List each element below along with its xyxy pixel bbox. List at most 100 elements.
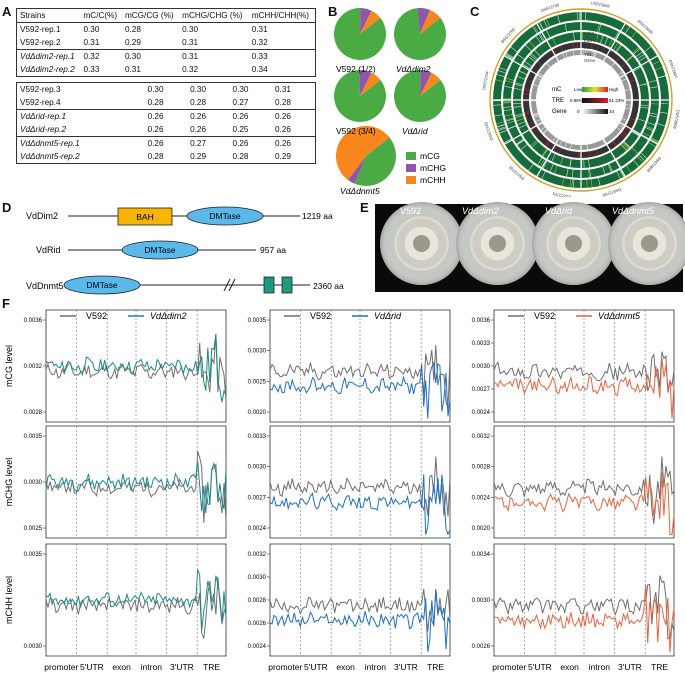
legend-label-mchh: mCHH bbox=[420, 175, 446, 185]
circos-tick bbox=[505, 54, 513, 60]
circos-tick bbox=[602, 139, 606, 144]
table-row: VdΔrid-rep.1 0.26 0.26 0.26 0.26 bbox=[16, 109, 316, 123]
circos-tick bbox=[626, 55, 633, 62]
protein-length-rid: 957 aa bbox=[260, 245, 286, 255]
circos-tick bbox=[551, 154, 556, 162]
circos-tick bbox=[621, 62, 627, 68]
circos-tick bbox=[598, 24, 601, 33]
y-tick-label: 0.0030 bbox=[24, 644, 43, 650]
circos-tick bbox=[496, 121, 505, 125]
circos-tick bbox=[539, 22, 544, 30]
x-tick-label: intron bbox=[141, 662, 163, 672]
circos-tick bbox=[543, 20, 548, 28]
circos-tick bbox=[608, 39, 613, 47]
circos-tick bbox=[640, 152, 648, 159]
circos-gene-min: 0 bbox=[577, 109, 580, 114]
mutant-line bbox=[269, 474, 451, 536]
circos-tick bbox=[534, 115, 539, 118]
circos-tick bbox=[639, 56, 647, 62]
circos-tick bbox=[648, 80, 657, 83]
x-tick-label: TRE bbox=[651, 662, 668, 672]
domain-diagram: VdDim2 BAH DMTase 1219 aa VdRid DMTase 9… bbox=[26, 206, 344, 295]
circos-tick bbox=[506, 120, 515, 124]
circos-tick bbox=[528, 121, 534, 125]
y-tick-label: 0.0035 bbox=[24, 552, 43, 558]
circos-tick bbox=[598, 178, 601, 186]
x-tick-label: promoter bbox=[492, 662, 526, 672]
circos-tick bbox=[533, 112, 538, 115]
circos-tick bbox=[596, 24, 600, 32]
legend-wt: V592 bbox=[310, 311, 331, 321]
circos-tick bbox=[633, 48, 641, 55]
circos-tick bbox=[588, 159, 590, 168]
x-tick-label: exon bbox=[560, 662, 579, 672]
circos-legend-gene: Gene bbox=[552, 109, 567, 115]
circos-tick bbox=[524, 112, 531, 115]
circos-scale-low: Low bbox=[574, 87, 583, 92]
circos-tick bbox=[615, 56, 620, 62]
x-tick-label: intron bbox=[589, 662, 611, 672]
circos-tick bbox=[624, 127, 631, 132]
pie-panel: V592 (1/2) VdΔdim2 V592 (3/4) VdΔrid VdΔ… bbox=[334, 7, 446, 196]
circos-tick bbox=[601, 46, 605, 53]
domain-dmtase-rid bbox=[121, 240, 199, 260]
pie-slice bbox=[360, 72, 381, 96]
circos-tick bbox=[514, 113, 523, 117]
y-tick-label: 0.0027 bbox=[472, 387, 491, 393]
domain-label-dmtase-dim2: DMTase bbox=[209, 211, 240, 221]
circos-tick bbox=[645, 125, 654, 130]
col-strains: Strains bbox=[20, 11, 46, 20]
chromosome-label: DS572697 bbox=[668, 59, 679, 79]
circos-tick bbox=[538, 34, 544, 42]
pie-label-v592-12: V592 (1/2) bbox=[336, 64, 376, 74]
circos-tick bbox=[517, 140, 525, 146]
circos-tick bbox=[586, 179, 588, 188]
circos-tick bbox=[650, 139, 658, 144]
circos-tick bbox=[546, 63, 551, 68]
circos-tick bbox=[590, 43, 593, 50]
circos-tick bbox=[530, 140, 537, 147]
circos-gap bbox=[503, 121, 544, 146]
x-tick-label: 5'UTR bbox=[528, 662, 552, 672]
y-tick-label: 0.0030 bbox=[248, 575, 267, 581]
circos-tick bbox=[542, 161, 548, 169]
circos-gap bbox=[503, 54, 544, 79]
y-tick-label: 0.0024 bbox=[248, 644, 267, 650]
circos-tick bbox=[573, 32, 575, 41]
circos-tick bbox=[611, 62, 615, 67]
circos-tick bbox=[508, 125, 516, 129]
circos-gap bbox=[602, 22, 627, 63]
pie-slice bbox=[420, 72, 441, 96]
circos-tick bbox=[552, 38, 557, 46]
chromosome-label: DS572698 bbox=[672, 110, 681, 130]
circos-tick bbox=[604, 37, 609, 45]
circos-tick bbox=[648, 142, 656, 148]
pie-slice bbox=[360, 10, 381, 35]
y-tick-label: 0.0025 bbox=[24, 526, 43, 532]
circos-tick bbox=[505, 117, 514, 121]
protein-length-dnmt5: 2360 aa bbox=[313, 281, 344, 291]
table-row: VdΔrid-rep.2 0.26 0.26 0.25 0.26 bbox=[20, 125, 291, 134]
circos-tick bbox=[560, 157, 564, 165]
circos-tick bbox=[637, 156, 644, 163]
circos-scale-high: High bbox=[609, 87, 619, 92]
circos-tick bbox=[523, 89, 530, 92]
x-tick-label: 5'UTR bbox=[80, 662, 104, 672]
circos-tick bbox=[517, 54, 525, 60]
circos-tick bbox=[572, 42, 575, 49]
circos-tick bbox=[571, 169, 574, 178]
y-tick-label: 0.0028 bbox=[24, 410, 43, 416]
profile-legend: V592 VdΔdim2 bbox=[60, 311, 187, 321]
circos-tick bbox=[642, 132, 651, 137]
pie-slice bbox=[335, 125, 390, 180]
domain-label-dmtase-dnmt5: DMTase bbox=[86, 280, 117, 290]
circos-tick bbox=[553, 145, 557, 152]
y-tick-label: 0.0033 bbox=[248, 434, 267, 440]
circos-tick bbox=[638, 154, 646, 161]
circos-tick bbox=[621, 144, 628, 151]
circos-tick bbox=[600, 35, 604, 44]
circos-tick bbox=[618, 71, 623, 76]
circos-tick bbox=[553, 48, 557, 55]
y-tick-label: 0.0030 bbox=[248, 465, 267, 471]
circos-tick bbox=[620, 144, 627, 151]
